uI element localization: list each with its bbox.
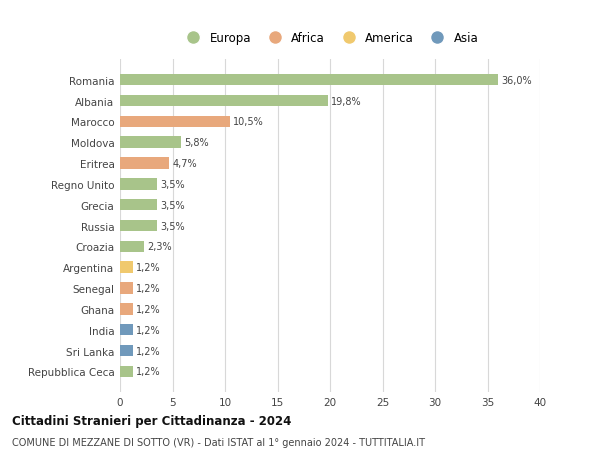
Bar: [120, 262, 133, 274]
Legend: Europa, Africa, America, Asia: Europa, Africa, America, Asia: [181, 32, 479, 45]
Text: COMUNE DI MEZZANE DI SOTTO (VR) - Dati ISTAT al 1° gennaio 2024 - TUTTITALIA.IT: COMUNE DI MEZZANE DI SOTTO (VR) - Dati I…: [12, 437, 425, 447]
Text: 2,3%: 2,3%: [148, 242, 172, 252]
Text: 19,8%: 19,8%: [331, 96, 362, 106]
Bar: [120, 200, 157, 211]
Text: 1,2%: 1,2%: [136, 346, 160, 356]
Text: 10,5%: 10,5%: [233, 117, 264, 127]
Text: 3,5%: 3,5%: [160, 179, 185, 190]
Text: 1,2%: 1,2%: [136, 284, 160, 293]
Bar: [120, 345, 133, 357]
Bar: [120, 325, 133, 336]
Bar: [120, 158, 169, 169]
Bar: [120, 137, 181, 149]
Bar: [120, 241, 144, 252]
Bar: [120, 283, 133, 294]
Bar: [120, 179, 157, 190]
Text: 4,7%: 4,7%: [173, 159, 197, 168]
Text: 3,5%: 3,5%: [160, 221, 185, 231]
Text: 1,2%: 1,2%: [136, 263, 160, 273]
Bar: [120, 220, 157, 232]
Bar: [120, 95, 328, 107]
Text: 36,0%: 36,0%: [501, 76, 532, 85]
Bar: [120, 117, 230, 128]
Bar: [120, 75, 498, 86]
Bar: [120, 366, 133, 377]
Text: 1,2%: 1,2%: [136, 367, 160, 376]
Text: Cittadini Stranieri per Cittadinanza - 2024: Cittadini Stranieri per Cittadinanza - 2…: [12, 414, 292, 428]
Text: 1,2%: 1,2%: [136, 325, 160, 335]
Text: 1,2%: 1,2%: [136, 304, 160, 314]
Text: 5,8%: 5,8%: [184, 138, 209, 148]
Bar: [120, 303, 133, 315]
Text: 3,5%: 3,5%: [160, 200, 185, 210]
